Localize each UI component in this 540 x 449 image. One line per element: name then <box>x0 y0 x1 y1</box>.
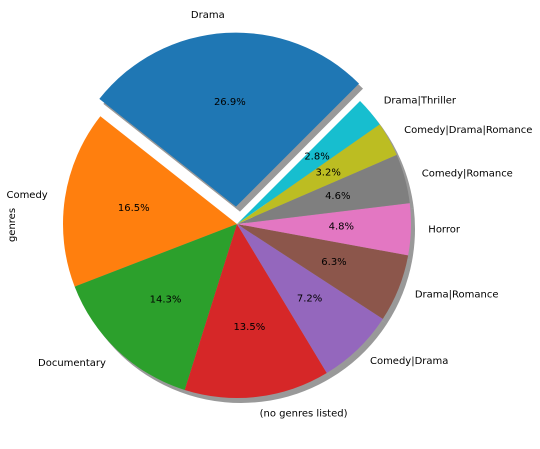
slice-label-no-genres-listed: (no genres listed) <box>260 409 348 420</box>
pct-label-drama-thriller: 2.8% <box>304 151 329 162</box>
slice-comedy-drama-romance <box>237 124 397 224</box>
pie-wedges <box>62 32 411 398</box>
pct-label-drama-romance: 6.3% <box>321 257 346 268</box>
slice-label-comedy-drama: Comedy|Drama <box>370 356 448 367</box>
slice-documentary <box>74 224 238 390</box>
slice-label-comedy-romance: Comedy|Romance <box>422 168 513 179</box>
slice-label-drama: Drama <box>191 10 225 21</box>
pie-labels: 26.9% Drama 16.5% Comedy 14.3% Documentary 13.… <box>6 10 532 419</box>
slice-label-comedy: Comedy <box>6 190 47 201</box>
slice-no-genres-listed <box>184 224 327 398</box>
slice-comedy <box>62 116 237 287</box>
pct-label-comedy-drama: 7.2% <box>297 294 322 305</box>
slice-horror <box>237 203 411 256</box>
slice-label-comedy-drama-romance: Comedy|Drama|Romance <box>404 125 532 136</box>
slice-drama-thriller <box>237 100 380 224</box>
slice-label-documentary: Documentary <box>38 358 106 369</box>
slice-drama <box>99 32 360 207</box>
y-axis-label: genres <box>7 208 18 242</box>
pct-label-comedy-drama-romance: 3.2% <box>315 168 340 179</box>
slice-label-horror: Horror <box>428 224 461 235</box>
pct-label-horror: 4.8% <box>329 222 354 233</box>
pct-label-documentary: 14.3% <box>150 295 182 306</box>
pct-label-no-genres-listed: 13.5% <box>233 322 265 333</box>
slice-drama-romance <box>237 224 409 319</box>
slice-label-drama-romance: Drama|Romance <box>415 289 499 300</box>
pct-label-drama: 26.9% <box>214 97 246 108</box>
slice-comedy-drama <box>237 224 383 374</box>
slice-label-drama-thriller: Drama|Thriller <box>384 96 457 107</box>
slice-comedy-romance <box>237 154 410 224</box>
pct-label-comedy: 16.5% <box>118 203 150 214</box>
pct-label-comedy-romance: 4.6% <box>325 191 350 202</box>
